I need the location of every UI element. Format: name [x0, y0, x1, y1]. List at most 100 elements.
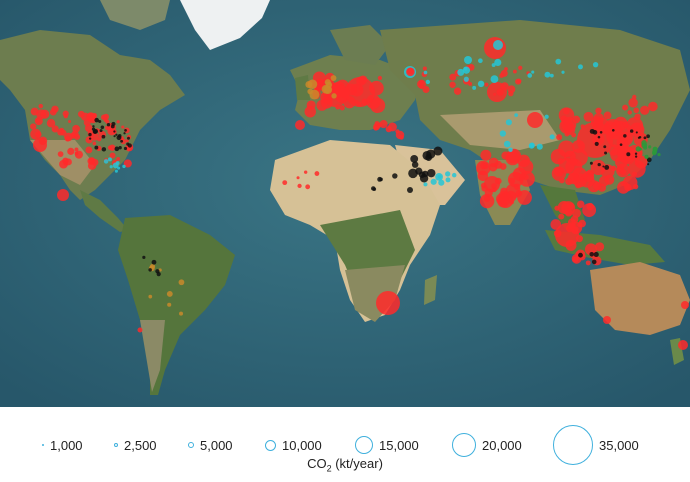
emitter-red: [480, 149, 492, 161]
emitter-green: [643, 145, 648, 150]
emitter-black: [643, 136, 647, 140]
emitter-red: [100, 114, 107, 120]
emitter-orange: [324, 79, 331, 86]
emitter-red: [482, 163, 489, 170]
emitter-black: [392, 173, 398, 179]
emitter-black: [592, 130, 598, 135]
emitter-red: [449, 73, 457, 81]
emitter-black: [123, 132, 126, 135]
emitter-cyan: [505, 119, 512, 126]
emitter-cyan: [493, 40, 503, 50]
emitter-black: [634, 155, 638, 158]
legend-item: 15,000: [355, 425, 419, 465]
emitter-orange: [179, 311, 184, 316]
emitter-cyan: [503, 140, 511, 148]
emitter-cyan: [423, 182, 428, 187]
emitter-cyan: [107, 157, 112, 162]
emitter-red: [507, 85, 516, 94]
emitter-red: [282, 180, 288, 186]
emitter-red: [592, 181, 602, 191]
emitter-black: [100, 125, 105, 130]
emitter-red: [583, 170, 595, 182]
emitter-black: [118, 146, 122, 150]
emitter-cyan: [555, 58, 562, 65]
emitter-cyan: [103, 159, 109, 164]
emitter-red: [107, 126, 117, 136]
andes-south: [140, 320, 165, 392]
emitter-red: [399, 135, 404, 140]
emitter-red: [582, 203, 597, 218]
emitter-red: [30, 123, 37, 130]
legend-title: CO2 (kt/year): [0, 456, 690, 474]
emitter-cyan: [437, 174, 442, 179]
emitter-cyan: [445, 177, 451, 183]
emitter-orange: [148, 294, 153, 299]
emitter-red: [406, 67, 415, 77]
emitter-red: [555, 223, 579, 247]
legend-label: 10,000: [282, 437, 322, 453]
emitter-red: [603, 111, 612, 120]
emitter-cyan: [430, 178, 437, 185]
emitter-red: [30, 128, 42, 140]
emitter-red: [515, 78, 522, 85]
emitter-orange: [166, 290, 173, 297]
emitter-red: [499, 73, 505, 78]
emitter-red: [84, 124, 93, 132]
emitter-red: [395, 129, 400, 134]
emitter-red: [72, 124, 80, 133]
emitter-cyan: [478, 58, 483, 64]
emitter-red: [479, 193, 495, 209]
emitter-black: [110, 124, 115, 129]
emitter-black: [88, 137, 92, 140]
emitter-red: [123, 159, 132, 168]
emitter-red: [497, 195, 510, 208]
emitter-red: [572, 115, 581, 124]
emitter-cyan: [531, 70, 535, 74]
emitter-red: [515, 189, 523, 197]
emitter-black: [591, 259, 597, 265]
emitter-red: [628, 160, 646, 178]
emitter-red: [63, 114, 68, 119]
emitter-red: [572, 256, 579, 263]
emitter-red: [51, 105, 59, 113]
emitter-red: [304, 106, 316, 118]
emitter-cyan: [114, 169, 118, 173]
emitter-red: [496, 88, 504, 96]
emitter-black: [646, 134, 650, 139]
south-america: [118, 215, 235, 395]
legend-item: 5,000: [188, 425, 233, 465]
emitter-red: [116, 156, 121, 161]
legend-circle: [553, 425, 593, 465]
emitter-cyan: [490, 75, 499, 84]
emitter-black: [589, 161, 593, 165]
emitter-red: [627, 110, 632, 115]
emitter-black: [94, 117, 99, 123]
emitter-green: [648, 145, 652, 149]
emitter-red: [125, 139, 129, 143]
emitter-black: [127, 143, 132, 148]
emitter-red: [615, 156, 628, 169]
emitter-red: [109, 152, 116, 159]
emitter-black: [597, 135, 601, 139]
emitter-red: [121, 125, 125, 129]
emitter-red: [499, 163, 507, 170]
emitter-red: [622, 121, 629, 128]
emitter-red: [74, 147, 79, 152]
emitter-cyan: [514, 113, 518, 117]
emitter-black: [142, 255, 146, 259]
emitter-red: [449, 81, 456, 88]
emitter-black: [155, 269, 160, 274]
legend-title-main: CO: [307, 456, 327, 471]
emitter-red: [617, 181, 630, 194]
emitter-black: [98, 120, 102, 124]
emitter-orange: [331, 93, 337, 99]
emitter-red: [127, 146, 132, 151]
emitter-black: [646, 157, 652, 163]
emitter-red: [512, 69, 517, 74]
emitter-red: [633, 107, 640, 114]
emitter-black: [377, 176, 383, 182]
uk: [295, 75, 310, 100]
emitter-red: [77, 110, 85, 118]
emitter-cyan: [122, 164, 126, 169]
emitter-red: [506, 148, 522, 164]
